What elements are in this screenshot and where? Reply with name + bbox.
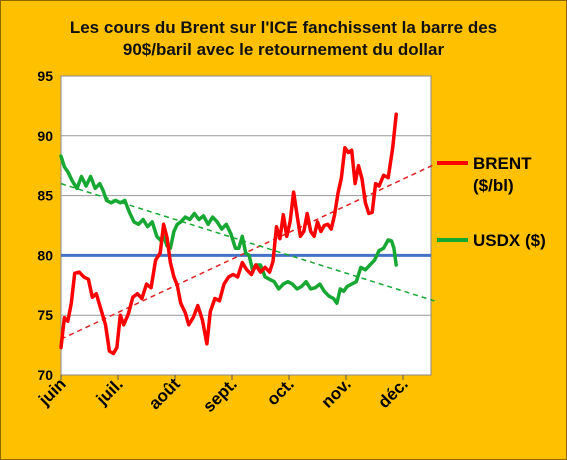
series-layer bbox=[59, 112, 398, 356]
legend-brent-unit: ($/bl) bbox=[473, 176, 514, 195]
x-tick-label: sept. bbox=[199, 374, 240, 415]
x-axis-ticks: juin juil. août sept. oct. nov. déc. bbox=[34, 374, 412, 416]
legend-brent-label: BRENT bbox=[473, 154, 532, 173]
x-tick-label: oct. bbox=[263, 374, 298, 409]
usdx-series-line bbox=[59, 154, 398, 305]
brent-trend-line bbox=[60, 163, 435, 340]
y-tick-label: 85 bbox=[37, 188, 53, 204]
legend-usdx-label: USDX ($) bbox=[473, 231, 546, 250]
y-axis-ticks: 70 75 80 85 90 95 bbox=[37, 68, 53, 383]
chart-title-line2: 90$/baril avec le retournement du dollar bbox=[122, 40, 445, 59]
y-tick-label: 70 bbox=[37, 367, 53, 383]
y-tick-label: 90 bbox=[37, 128, 53, 144]
chart-title-line1: Les cours du Brent sur l'ICE fanchissent… bbox=[69, 18, 498, 37]
y-tick-label: 80 bbox=[37, 247, 53, 263]
legend: BRENT ($/bl) USDX ($) bbox=[437, 154, 546, 250]
brent-series-line bbox=[59, 112, 398, 356]
x-tick-label: nov. bbox=[318, 374, 355, 411]
plot-area bbox=[60, 75, 432, 376]
x-tick-label: déc. bbox=[374, 374, 411, 411]
x-tick-label: juil. bbox=[92, 374, 127, 409]
y-tick-label: 95 bbox=[37, 68, 53, 84]
y-tick-label: 75 bbox=[37, 307, 53, 323]
x-tick-label: août bbox=[145, 374, 184, 413]
